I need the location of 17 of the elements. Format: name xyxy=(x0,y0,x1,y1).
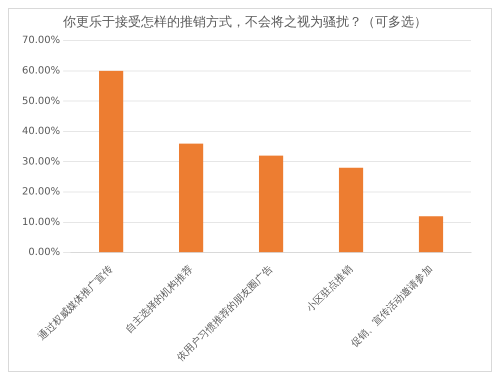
bar xyxy=(178,144,204,252)
y-tick-label: 40.00% xyxy=(22,126,60,138)
bar xyxy=(99,70,124,252)
x-tick-label: 小区驻点推销 xyxy=(304,263,355,314)
y-tick-label: 0.00% xyxy=(28,247,60,258)
y-tick-label: 20.00% xyxy=(22,186,60,198)
y-tick-label: 30.00% xyxy=(22,156,60,168)
bar xyxy=(258,156,284,252)
bar xyxy=(338,168,364,252)
y-tick-label: 60.00% xyxy=(22,65,60,76)
x-tick-label: 自主选择的机构推荐 xyxy=(122,263,196,336)
y-tick-label: 10.00% xyxy=(22,216,60,228)
y-tick-label: 50.00% xyxy=(22,96,60,107)
bar xyxy=(418,216,444,252)
x-tick-label: 通过权威媒体推广宣传 xyxy=(36,263,116,342)
chart-title: 你更乐于接受怎样的推销方式，不会将之视为骚扰？（可多选） xyxy=(62,14,427,30)
y-tick-label: 70.00% xyxy=(22,35,60,46)
